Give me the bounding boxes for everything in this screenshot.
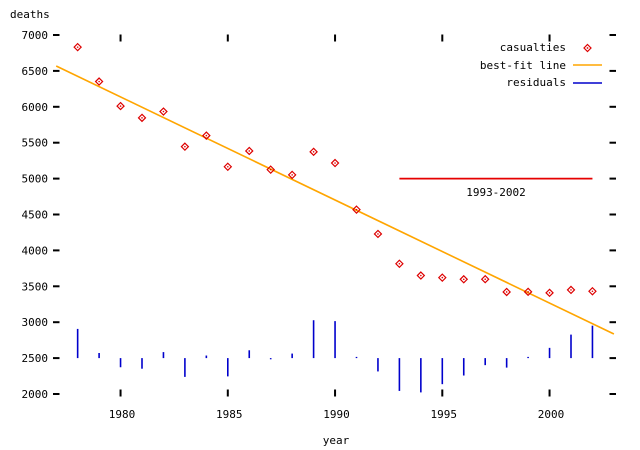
best-fit-line [55,65,615,335]
svg-text:4500: 4500 [22,209,49,222]
svg-text:7000: 7000 [22,29,49,42]
svg-text:5000: 5000 [22,173,49,186]
svg-text:3500: 3500 [22,280,49,293]
svg-text:2500: 2500 [22,352,49,365]
residuals-line-sample-icon [573,77,602,89]
legend-diamond-dot [586,46,589,49]
svg-text:6000: 6000 [22,101,49,114]
legend-entry-casualties: casualties [480,39,602,57]
legend-label-casualties: casualties [499,41,566,55]
svg-text:6500: 6500 [22,65,49,78]
svg-text:1985: 1985 [216,408,243,421]
svg-text:1980: 1980 [109,408,136,421]
legend: casualties best-fit line residuals [480,39,602,92]
diamond-point-icon [573,42,602,54]
residual-bars [76,320,594,393]
svg-text:2000: 2000 [538,408,565,421]
axis-tick-labels: 2000 2500 3000 3500 4000 4500 5000 5500 6000 6500… [22,29,565,421]
y-axis-label: deaths [10,8,50,21]
legend-entry-residuals: residuals [480,74,602,92]
svg-text:4000: 4000 [22,244,49,257]
legend-label-best-fit-line: best-fit line [479,58,566,72]
svg-text:1990: 1990 [323,408,350,421]
casualty-points [73,42,597,298]
best-fit-line-sample-icon [573,59,602,71]
svg-text:5500: 5500 [22,137,49,150]
annotation-label: 1993-2002 [466,186,526,199]
legend-diamond-outline [583,43,592,53]
axis-ticks [53,34,616,397]
svg-text:3000: 3000 [22,316,49,329]
svg-text:2000: 2000 [22,388,49,401]
legend-entry-best-fit-line: best-fit line [480,57,602,75]
svg-text:1995: 1995 [431,408,458,421]
x-axis-label: year [322,434,350,447]
legend-label-residuals: residuals [506,76,566,90]
